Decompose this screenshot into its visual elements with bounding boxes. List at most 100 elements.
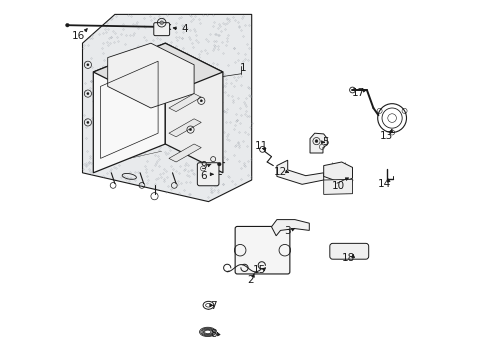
Point [143, 158, 151, 163]
Point [125, 175, 133, 180]
Point [131, 93, 139, 99]
Point [202, 160, 209, 166]
Point [209, 148, 217, 154]
Point [151, 142, 159, 148]
Point [118, 83, 125, 89]
Point [102, 132, 109, 138]
Point [147, 86, 155, 92]
Point [190, 26, 198, 32]
Point [88, 35, 96, 41]
Point [108, 67, 116, 72]
Point [104, 84, 112, 90]
Point [152, 176, 160, 182]
Point [226, 80, 234, 86]
Point [126, 86, 134, 92]
Point [189, 171, 197, 177]
Point [235, 24, 243, 30]
Point [174, 52, 182, 58]
FancyBboxPatch shape [329, 243, 368, 259]
Text: 1: 1 [240, 63, 246, 73]
Point [214, 78, 222, 84]
Point [113, 102, 121, 108]
Point [113, 35, 121, 40]
Point [133, 52, 141, 58]
Point [145, 138, 153, 144]
Point [188, 95, 196, 101]
Point [185, 77, 193, 82]
Point [148, 53, 156, 59]
Point [174, 93, 182, 98]
Point [103, 39, 111, 45]
Point [186, 191, 194, 197]
Point [173, 37, 181, 42]
Point [153, 66, 161, 72]
Text: 13: 13 [379, 131, 392, 141]
Point [85, 168, 93, 174]
Point [109, 39, 117, 45]
Point [231, 17, 239, 23]
Point [247, 156, 255, 162]
Point [175, 190, 183, 196]
Point [125, 54, 133, 60]
Point [178, 36, 185, 41]
Point [181, 167, 188, 172]
Point [99, 125, 107, 131]
Point [229, 14, 237, 19]
Point [234, 140, 242, 146]
Point [236, 120, 244, 126]
Point [192, 37, 200, 43]
Point [240, 22, 248, 28]
Point [83, 161, 91, 167]
Point [144, 98, 152, 104]
Point [185, 148, 193, 153]
Point [246, 174, 254, 180]
Point [149, 120, 157, 125]
Point [140, 34, 148, 40]
Point [162, 189, 170, 195]
Point [180, 167, 188, 173]
Point [225, 138, 233, 143]
Point [233, 19, 241, 25]
Point [119, 26, 126, 32]
Point [204, 39, 212, 44]
Point [228, 179, 236, 184]
Point [123, 50, 131, 56]
Point [208, 100, 216, 105]
Point [222, 38, 230, 44]
Point [97, 98, 104, 104]
Point [167, 163, 175, 169]
Point [216, 24, 224, 30]
Point [86, 85, 94, 91]
Point [242, 95, 249, 101]
Point [96, 161, 104, 167]
Point [198, 177, 206, 183]
Point [156, 62, 164, 67]
Point [214, 189, 222, 195]
Point [223, 173, 231, 179]
Point [94, 128, 102, 134]
Point [132, 94, 140, 100]
Point [199, 135, 207, 140]
Point [246, 93, 254, 99]
Point [81, 163, 89, 168]
Point [115, 59, 122, 65]
Point [130, 177, 138, 183]
Point [214, 32, 222, 38]
Point [124, 178, 132, 184]
Point [191, 57, 199, 63]
Point [152, 112, 160, 117]
Point [217, 89, 225, 95]
Point [225, 175, 233, 180]
Point [203, 50, 210, 55]
Point [178, 95, 186, 101]
Point [101, 57, 108, 63]
Point [221, 148, 228, 153]
Point [161, 112, 169, 118]
Point [87, 116, 95, 121]
Point [204, 166, 212, 171]
Point [204, 84, 212, 90]
Point [234, 57, 242, 63]
Point [211, 31, 219, 37]
Point [158, 62, 166, 68]
Point [100, 31, 107, 36]
